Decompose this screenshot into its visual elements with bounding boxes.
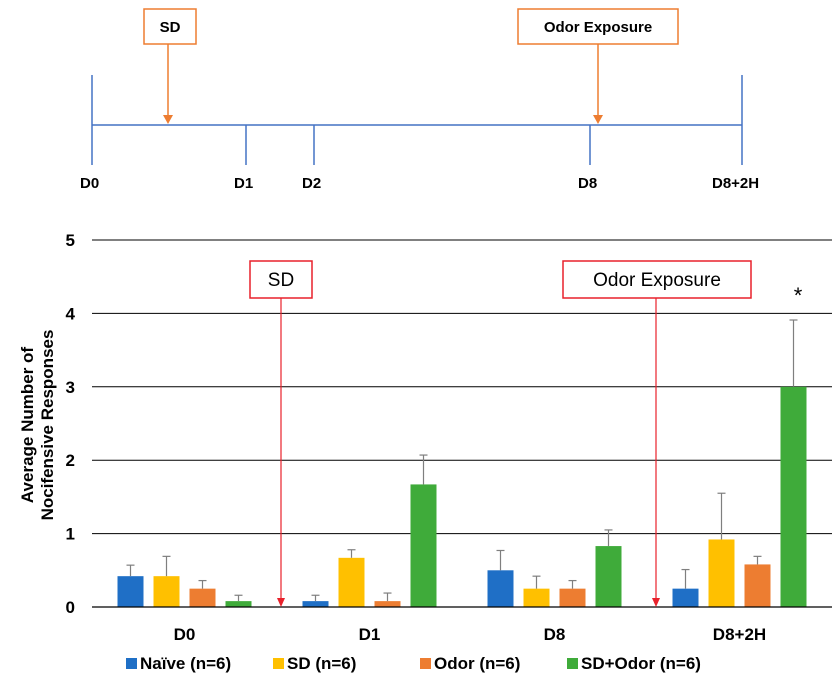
bar-d1-s3 [410, 484, 437, 607]
legend: Naïve (n=6) SD (n=6) Odor (n=6) SD+Odor (n=… [126, 654, 701, 673]
x-tick-label: D8 [544, 625, 566, 644]
y-tick-label: 4 [66, 304, 76, 323]
annotation-sd-arrowhead [277, 598, 285, 607]
legend-label: Naïve (n=6) [140, 654, 231, 673]
y-tick-label: 1 [66, 525, 75, 544]
legend-label: Odor (n=6) [434, 654, 520, 673]
x-axis-ticks: D0 D1 D8 D8+2H [174, 625, 767, 644]
annotation-odor-arrowhead [652, 598, 660, 607]
bar-d8-2h-s1 [708, 539, 735, 607]
bars [117, 386, 807, 607]
x-tick-label: D0 [174, 625, 196, 644]
timeline-label-d1: D1 [234, 175, 253, 192]
bar-d8-s0 [487, 570, 514, 607]
annotation-sd-label: SD [268, 270, 294, 291]
timeline-label-d8: D8 [578, 175, 597, 192]
timeline-odor-box [517, 8, 679, 45]
y-tick-label: 3 [66, 378, 75, 397]
bar-d1-s2 [374, 601, 401, 607]
timeline-odor-label: Odor Exposure [544, 19, 652, 36]
annotation-sd-box [249, 260, 313, 299]
bar-d8-2h-s2 [744, 564, 771, 607]
bar-d0-s2 [189, 588, 216, 607]
legend-swatch [567, 658, 578, 669]
legend-label: SD (n=6) [287, 654, 356, 673]
y-axis-label-line2: Nocifensive Responses [38, 330, 57, 521]
legend-label: SD+Odor (n=6) [581, 654, 701, 673]
bar-d8-s2 [559, 588, 586, 607]
bar-d0-s0 [117, 576, 144, 607]
y-axis-ticks: 0 1 2 3 4 5 [66, 231, 76, 617]
y-tick-label: 0 [66, 598, 75, 617]
timeline-label-d8-2h: D8+2H [712, 175, 759, 192]
timeline-label-d2: D2 [302, 175, 321, 192]
timeline: D0 D1 D2 D8 D8+2H SD Odor Exposure [80, 8, 759, 192]
gridlines [92, 239, 832, 535]
bar-d0-s3 [225, 601, 252, 607]
timeline-sd-box [143, 8, 197, 45]
bar-chart: 0 1 2 3 4 5 D0 D1 D8 D8+2H Average Number of Noc… [18, 231, 832, 673]
bar-d8-2h-s3 [780, 386, 807, 607]
x-tick-label: D8+2H [713, 625, 766, 644]
bar-d1-s1 [338, 557, 365, 607]
significance-asterisk: * [794, 283, 803, 308]
bar-d8-s3 [595, 546, 622, 607]
timeline-sd-arrowhead [163, 115, 173, 124]
timeline-sd-label: SD [160, 19, 181, 36]
timeline-label-d0: D0 [80, 175, 99, 192]
bar-d1-s0 [302, 601, 329, 607]
y-axis-label-line1: Average Number of [18, 347, 37, 504]
bar-d0-s1 [153, 576, 180, 607]
error-bars [126, 319, 798, 602]
timeline-odor-arrowhead [593, 115, 603, 124]
bar-d8-s1 [523, 588, 550, 607]
bar-d8-2h-s0 [672, 588, 699, 607]
annotation-odor-label: Odor Exposure [593, 270, 721, 291]
legend-swatch [126, 658, 137, 669]
legend-swatch [420, 658, 431, 669]
annotation-odor-box [562, 260, 752, 299]
x-tick-label: D1 [359, 625, 381, 644]
y-tick-label: 5 [66, 231, 75, 250]
legend-swatch [273, 658, 284, 669]
y-tick-label: 2 [66, 451, 75, 470]
